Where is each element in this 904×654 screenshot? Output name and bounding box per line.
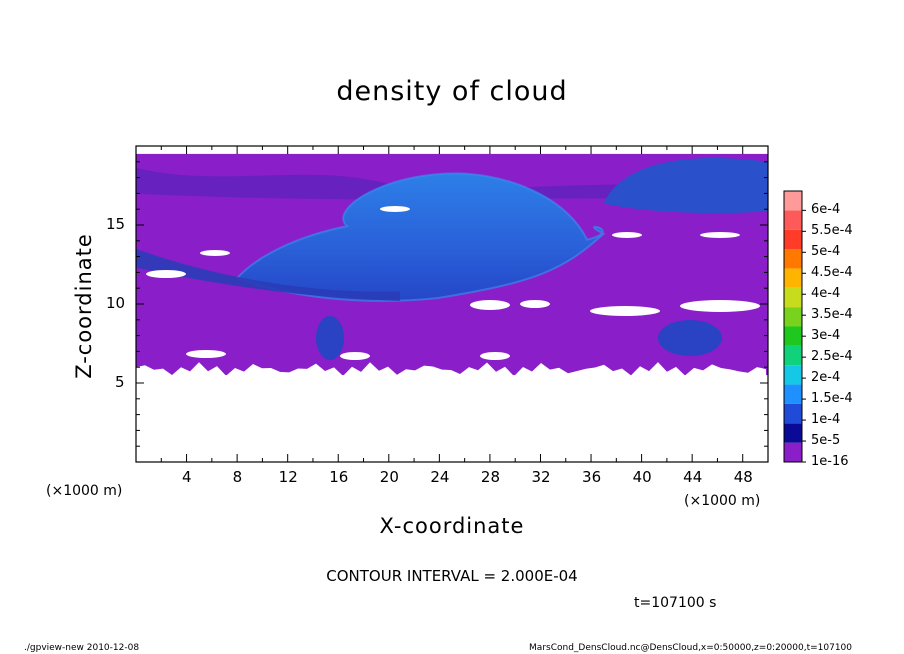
colorbar-label: 4e-4	[811, 286, 841, 302]
x-axis-label: X-coordinate	[0, 514, 904, 538]
colorbar-label: 5e-5	[811, 433, 841, 449]
clear-patch	[680, 300, 760, 312]
cloud-patch	[316, 316, 344, 360]
colorbar-cell	[784, 287, 802, 308]
colorbar	[783, 190, 806, 463]
density-field	[136, 153, 768, 462]
x-tick-label: 8	[232, 468, 243, 486]
contour-interval-label: CONTOUR INTERVAL = 2.000E-04	[326, 567, 578, 585]
colorbar-label: 3e-4	[811, 328, 841, 344]
clear-patch	[590, 306, 660, 316]
clear-patch	[380, 206, 410, 212]
x-tick-label: 48	[733, 468, 753, 486]
colorbar-cell	[784, 249, 802, 269]
colorbar-label: 6e-4	[811, 202, 841, 218]
clear-patch	[470, 300, 510, 310]
colorbar-label: 1e-4	[811, 412, 841, 428]
colorbar-cell	[784, 326, 802, 346]
clear-patch	[480, 352, 510, 360]
axes	[135, 145, 769, 463]
x-tick-label: 44	[683, 468, 703, 486]
x-tick-label: 36	[582, 468, 602, 486]
core-outline	[235, 172, 606, 302]
colorbar-cell	[784, 345, 802, 366]
colorbar-label: 4.5e-4	[811, 265, 853, 281]
upper-right-cloud-region	[603, 158, 768, 214]
clear-patch	[146, 270, 186, 278]
colorbar-cell	[784, 268, 802, 288]
x-unit-label: (×1000 m)	[684, 493, 761, 509]
chart-title: density of cloud	[336, 76, 568, 107]
time-label: t=107100 s	[634, 595, 717, 611]
colorbar-label: 1e-16	[811, 454, 849, 469]
colorbar-cell	[784, 229, 802, 250]
clear-patch	[700, 232, 740, 238]
y-tick-label: 15	[106, 215, 126, 233]
x-tick-label: 28	[480, 468, 500, 486]
colorbar-label: 3.5e-4	[811, 307, 853, 323]
colorbar-label: 1.5e-4	[811, 391, 853, 407]
colorbar-cell	[784, 365, 802, 385]
clear-patch	[520, 300, 550, 308]
x-tick-label: 12	[278, 468, 298, 486]
colorbar-cell	[784, 442, 802, 462]
footer-right: MarsCond_DensCloud.nc@DensCloud,x=0:5000…	[529, 643, 852, 653]
clear-air-region	[136, 362, 768, 462]
cloud-patch	[658, 320, 722, 356]
colorbar-label: 2e-4	[811, 370, 841, 386]
x-tick-label: 40	[632, 468, 652, 486]
lower-streak-region	[136, 248, 400, 301]
colorbar-label: 5.5e-4	[811, 223, 853, 239]
y-tick-label: 5	[115, 373, 125, 391]
colorbar-cell	[784, 210, 802, 230]
colorbar-cell	[784, 403, 802, 424]
colorbar-cell	[784, 384, 802, 404]
colorbar-frame	[783, 190, 803, 463]
x-tick-label: 24	[430, 468, 450, 486]
y-unit-label: (×1000 m)	[46, 483, 123, 499]
colorbar-cell	[784, 191, 802, 211]
clear-patch	[200, 250, 230, 256]
colorbar-cell	[784, 307, 802, 327]
x-tick-label: 32	[531, 468, 551, 486]
clear-patch	[612, 232, 642, 238]
convective-core-region	[237, 173, 604, 301]
colorbar-cell	[784, 423, 802, 443]
colorbar-label: 2.5e-4	[811, 349, 853, 365]
cloud-streak	[136, 167, 768, 200]
x-tick-label: 20	[379, 468, 399, 486]
x-tick-label: 4	[182, 468, 192, 486]
clear-patch	[186, 350, 226, 358]
colorbar-label: 5e-4	[811, 244, 841, 260]
x-tick-label: 16	[329, 468, 349, 486]
x-axis-label-text: X-coordinate	[379, 514, 525, 538]
y-tick-label: 10	[106, 294, 126, 312]
footer-left: ./gpview-new 2010-12-08	[24, 643, 140, 653]
clear-patch	[340, 352, 370, 360]
